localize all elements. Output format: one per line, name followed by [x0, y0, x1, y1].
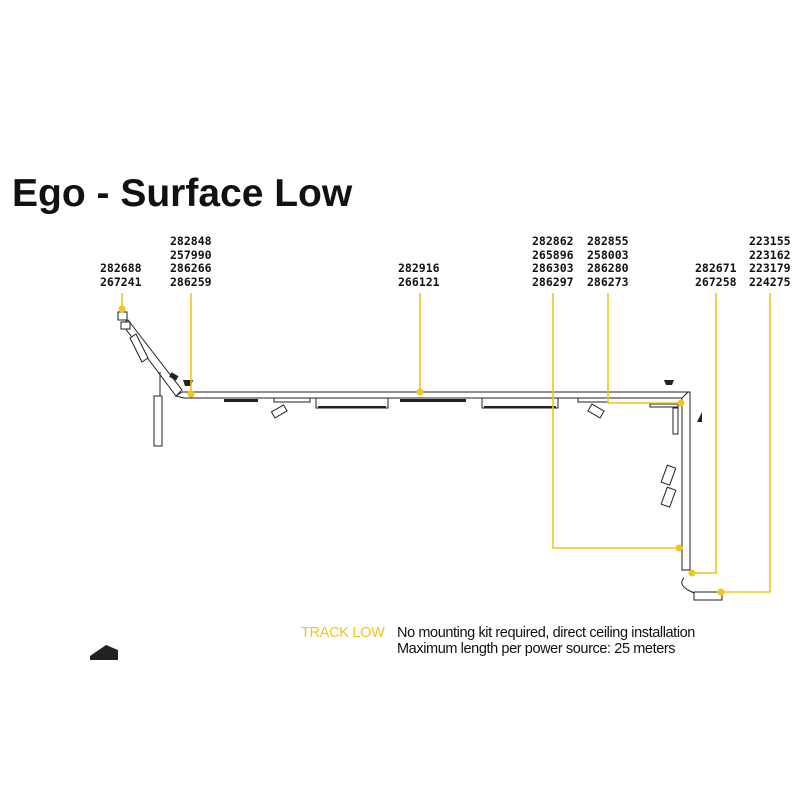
installation-note: No mounting kit required, direct ceiling… — [397, 625, 695, 641]
track-type-label: TRACK LOW — [301, 625, 385, 641]
code-label: 266121 — [398, 275, 440, 289]
cable — [681, 577, 697, 595]
code-label: 286303 — [532, 261, 574, 275]
linear-light — [400, 399, 466, 402]
code-label: 282688 — [100, 261, 142, 275]
leader-dot — [717, 588, 725, 596]
code-group-5: 282855 258003 286280 286273 — [587, 234, 629, 289]
leader-dot — [677, 399, 685, 407]
spot-head — [169, 372, 179, 381]
code-label: 286266 — [170, 261, 212, 275]
code-label: 286280 — [587, 261, 629, 275]
arm — [649, 403, 679, 408]
leader-line — [607, 293, 681, 404]
code-label: 282671 — [695, 261, 737, 275]
linear-light-diffuser — [318, 406, 386, 408]
code-group-6: 282671 267258 — [695, 261, 737, 289]
leader-lines — [118, 293, 771, 596]
code-label: 282916 — [398, 261, 440, 275]
code-label: 224275 — [749, 275, 791, 289]
code-label: 258003 — [587, 248, 629, 262]
vertical-track — [681, 391, 691, 571]
code-group-1: 282688 267241 — [100, 261, 142, 289]
cropped-fixture-shape — [90, 645, 118, 660]
code-label: 223162 — [749, 248, 791, 262]
spotlight — [270, 404, 288, 419]
linear-light — [224, 399, 258, 402]
code-group-3: 282916 266121 — [398, 261, 440, 289]
leader-line — [552, 293, 679, 549]
code-label: 282862 — [532, 234, 574, 248]
connector — [120, 321, 131, 330]
pendant-light — [672, 407, 679, 435]
adapter — [577, 397, 609, 403]
linear-module — [129, 333, 149, 363]
code-label: 267258 — [695, 275, 737, 289]
spotlight — [660, 464, 677, 486]
leader-dot — [118, 305, 126, 313]
code-group-4: 282862 265896 286303 286297 — [532, 234, 574, 289]
end-cap — [117, 311, 128, 321]
code-label: 265896 — [532, 248, 574, 262]
diagonal-track — [121, 319, 183, 397]
adapter — [273, 397, 311, 403]
leader-dot — [416, 388, 424, 396]
linear-light-diffuser — [484, 406, 556, 408]
leader-dot — [187, 390, 195, 398]
spotlight — [587, 403, 605, 419]
wall-connector — [697, 412, 702, 422]
max-length-note: Maximum length per power source: 25 mete… — [397, 641, 675, 657]
horizontal-track — [174, 391, 689, 399]
code-label: 257990 — [170, 248, 212, 262]
ceiling-connector — [664, 380, 674, 385]
code-group-7: 223155 223162 223179 224275 — [749, 234, 791, 289]
pendant-light — [153, 395, 163, 447]
spotlight — [660, 486, 677, 508]
code-label: 286297 — [532, 275, 574, 289]
code-label: 267241 — [100, 275, 142, 289]
code-label: 223179 — [749, 261, 791, 275]
leader-line — [692, 293, 717, 574]
code-label: 286259 — [170, 275, 212, 289]
code-group-2: 282848 257990 286266 286259 — [170, 234, 212, 289]
code-label: 286273 — [587, 275, 629, 289]
leader-dot — [675, 544, 683, 552]
leader-line — [721, 293, 771, 593]
code-label: 282848 — [170, 234, 212, 248]
leader-dot — [688, 569, 696, 577]
code-label: 282855 — [587, 234, 629, 248]
code-label: 223155 — [749, 234, 791, 248]
diagram-title: Ego - Surface Low — [12, 172, 353, 215]
power-driver — [693, 591, 723, 601]
